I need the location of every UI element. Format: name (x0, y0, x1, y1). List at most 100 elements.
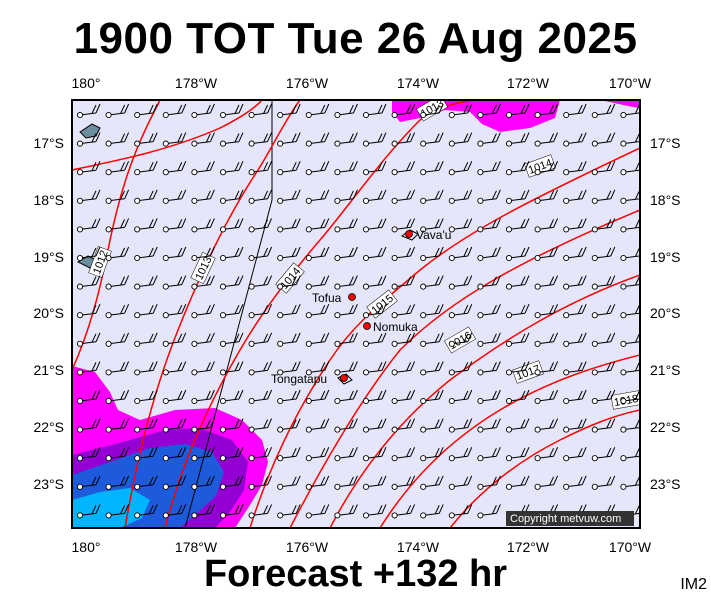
wind-barb (591, 446, 616, 462)
wind-barb (105, 418, 130, 433)
wind-barb (448, 332, 473, 347)
wind-barb (477, 160, 501, 176)
wind-barb (391, 504, 416, 519)
svg-text:172°W: 172°W (507, 75, 550, 91)
wind-barb (76, 389, 101, 405)
places: Vava'u Tofua Nomuka Tongatapu (271, 228, 451, 386)
wind-barb (248, 475, 273, 490)
wind-barb (105, 132, 130, 147)
wind-barb (362, 418, 387, 433)
wind-barb (305, 132, 330, 147)
wind-barb (362, 389, 387, 405)
wind-barb (563, 132, 587, 147)
islands (76, 123, 419, 385)
wind-barb (105, 361, 130, 376)
lon-ticks-bottom: 180° 178°W 176°W 174°W 172°W 170°W (72, 539, 652, 555)
wind-barb (191, 303, 215, 319)
wind-barb (448, 246, 473, 262)
svg-text:176°W: 176°W (286, 75, 329, 91)
wind-barb (362, 160, 387, 176)
svg-text:174°W: 174°W (397, 539, 440, 555)
wind-barb (191, 189, 215, 204)
vavau-label: Vava'u (416, 228, 451, 242)
wind-barb (620, 333, 640, 347)
wind-barb (620, 419, 640, 433)
wind-barb (334, 246, 358, 262)
wind-barb (76, 504, 101, 519)
svg-text:174°W: 174°W (397, 75, 440, 91)
wind-barb (277, 218, 301, 233)
wind-barb (591, 103, 616, 119)
wind-barb (305, 475, 330, 490)
wind-barb (563, 303, 587, 319)
wind-barb (420, 132, 444, 147)
svg-text:176°W: 176°W (286, 539, 329, 555)
wind-barb (391, 103, 416, 119)
wind-barb (620, 390, 640, 405)
wind-barb (591, 160, 616, 176)
wind-barb (248, 246, 273, 262)
wind-barb (420, 475, 444, 490)
wind-barb (162, 160, 187, 176)
wind-barb (277, 160, 301, 176)
wind-barb (334, 418, 358, 433)
wind-barb (105, 246, 130, 262)
svg-text:180°: 180° (72, 75, 101, 91)
wind-barb (534, 132, 559, 147)
wind-barb (105, 504, 130, 519)
wind-barb (591, 246, 616, 262)
wind-barb (391, 389, 416, 405)
wind-barb (563, 475, 587, 490)
wind-barb (219, 103, 244, 119)
wind-barb (162, 332, 187, 347)
map-title: 1900 TOT Tue 26 Aug 2025 (73, 14, 638, 63)
wind-barb (105, 189, 130, 204)
wind-barb (191, 332, 215, 347)
wind-barb (591, 218, 616, 233)
wind-barb (162, 504, 187, 519)
svg-text:19°S: 19°S (33, 249, 64, 265)
wind-barb (505, 389, 530, 405)
svg-text:20°S: 20°S (33, 305, 64, 321)
wind-barb (391, 246, 416, 262)
wind-barb (277, 504, 301, 519)
wind-barb (448, 275, 473, 290)
lat-ticks-left: 17°S 18°S 19°S 20°S 21°S 22°S 23°S (33, 135, 64, 492)
wind-barb (248, 103, 273, 119)
wind-barb (191, 446, 215, 462)
wind-barb (105, 218, 130, 233)
wind-barb (620, 304, 640, 319)
wind-barb (76, 332, 101, 347)
wind-barb (448, 189, 473, 204)
wind-barb (162, 218, 187, 233)
wind-barb (448, 218, 473, 233)
wind-barb (76, 103, 101, 119)
wind-barb (248, 160, 273, 176)
wind-barb (219, 246, 244, 262)
wind-barb (76, 303, 101, 319)
wind-barb (591, 189, 616, 204)
wind-barb (134, 504, 158, 519)
wind-barb (334, 446, 358, 462)
wind-barb (277, 332, 301, 347)
wind-barb (219, 303, 244, 319)
wind-barb (219, 389, 244, 405)
wind-barb (477, 218, 501, 233)
wind-barb (219, 332, 244, 347)
wind-barb (534, 189, 559, 204)
wind-barb (620, 104, 640, 119)
wind-barb (134, 160, 158, 176)
wind-barb (162, 189, 187, 204)
wind-barb (563, 332, 587, 347)
wind-barb (620, 247, 640, 262)
wind-barb (534, 475, 559, 490)
wind-barb (420, 275, 444, 290)
wind-barb (305, 504, 330, 519)
wind-barb (362, 475, 387, 490)
svg-text:178°W: 178°W (175, 75, 218, 91)
wind-barb (248, 218, 273, 233)
wind-barb (334, 103, 358, 119)
wind-barb (448, 389, 473, 405)
wind-barb (477, 275, 501, 290)
wind-barb (334, 218, 358, 233)
